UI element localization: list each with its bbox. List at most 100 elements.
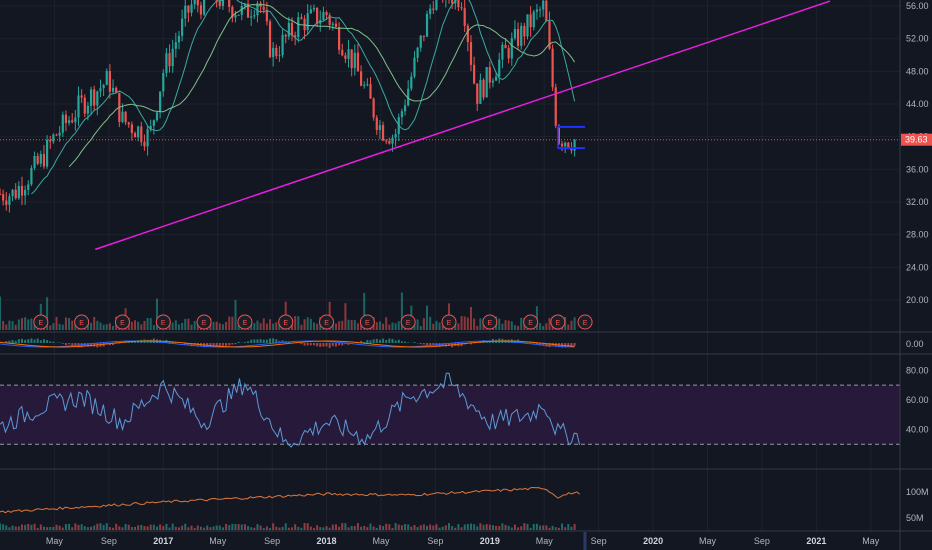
candle-body[interactable]	[359, 71, 363, 86]
candle-body[interactable]	[306, 13, 309, 31]
candle-body[interactable]	[64, 114, 68, 123]
candle-body[interactable]	[143, 141, 146, 147]
candle-body[interactable]	[560, 143, 564, 147]
earnings-marker[interactable]: E	[441, 314, 457, 330]
candle-body[interactable]	[215, 0, 218, 2]
candle-body[interactable]	[20, 185, 24, 196]
candle-body[interactable]	[353, 52, 356, 69]
candle-body[interactable]	[526, 14, 529, 37]
candle-body[interactable]	[341, 49, 344, 56]
candle-body[interactable]	[554, 87, 557, 126]
candle-body[interactable]	[334, 23, 338, 27]
candle-body[interactable]	[294, 35, 297, 38]
candle-body[interactable]	[177, 35, 181, 43]
candle-body[interactable]	[573, 139, 576, 151]
candle-body[interactable]	[469, 42, 473, 65]
candle-body[interactable]	[55, 134, 58, 136]
candle-body[interactable]	[58, 132, 61, 136]
candle-body[interactable]	[388, 140, 391, 144]
candle-body[interactable]	[325, 12, 328, 16]
candle-body[interactable]	[516, 28, 520, 46]
earnings-marker[interactable]: E	[74, 314, 90, 330]
candle-body[interactable]	[479, 79, 482, 104]
candle-body[interactable]	[102, 85, 105, 89]
earnings-marker[interactable]: E	[278, 314, 294, 330]
earnings-marker[interactable]: E	[400, 314, 416, 330]
candle-body[interactable]	[33, 156, 36, 168]
candle-body[interactable]	[363, 84, 366, 86]
candle-body[interactable]	[99, 88, 102, 92]
candle-body[interactable]	[83, 97, 86, 114]
candle-body[interactable]	[262, 6, 265, 10]
candle-body[interactable]	[86, 105, 90, 114]
candle-body[interactable]	[24, 189, 27, 196]
candle-body[interactable]	[403, 105, 407, 112]
candle-body[interactable]	[240, 5, 243, 15]
candle-body[interactable]	[460, 7, 463, 9]
candle-body[interactable]	[190, 4, 193, 13]
candle-body[interactable]	[520, 25, 523, 46]
candle-body[interactable]	[523, 25, 526, 37]
candle-body[interactable]	[545, 0, 548, 22]
candle-body[interactable]	[77, 95, 80, 118]
candle-body[interactable]	[391, 137, 394, 144]
candle-body[interactable]	[256, 3, 259, 16]
candle-body[interactable]	[184, 5, 187, 19]
candle-body[interactable]	[61, 114, 64, 133]
candle-body[interactable]	[548, 21, 551, 49]
candle-body[interactable]	[350, 49, 353, 69]
candle-body[interactable]	[193, 0, 196, 5]
candle-body[interactable]	[272, 47, 275, 58]
candle-body[interactable]	[253, 15, 256, 17]
candle-body[interactable]	[457, 0, 460, 8]
candle-body[interactable]	[463, 8, 466, 26]
earnings-marker[interactable]: E	[577, 314, 593, 330]
candle-body[interactable]	[529, 14, 532, 28]
candle-body[interactable]	[281, 34, 284, 56]
candle-body[interactable]	[322, 12, 325, 21]
candle-body[interactable]	[27, 184, 30, 190]
earnings-marker[interactable]: E	[359, 314, 375, 330]
candle-body[interactable]	[312, 7, 316, 10]
earnings-marker[interactable]: E	[550, 314, 566, 330]
candle-body[interactable]	[419, 35, 422, 48]
candle-body[interactable]	[45, 139, 49, 167]
candle-body[interactable]	[237, 14, 240, 16]
candle-body[interactable]	[108, 71, 111, 92]
candle-body[interactable]	[111, 87, 115, 92]
earnings-marker[interactable]: E	[523, 314, 539, 330]
drawing-overlays[interactable]	[0, 0, 900, 251]
candle-body[interactable]	[551, 48, 554, 88]
candle-body[interactable]	[564, 142, 567, 147]
candle-body[interactable]	[400, 111, 404, 118]
candle-body[interactable]	[513, 28, 517, 39]
candle-body[interactable]	[221, 0, 225, 7]
candle-body[interactable]	[168, 53, 171, 67]
candle-body[interactable]	[71, 120, 74, 123]
candle-body[interactable]	[378, 125, 382, 131]
candle-body[interactable]	[413, 57, 416, 77]
candle-body[interactable]	[297, 17, 300, 38]
candle-body[interactable]	[482, 79, 485, 98]
candle-body[interactable]	[115, 87, 118, 93]
candle-body[interactable]	[466, 25, 469, 43]
candle-body[interactable]	[30, 167, 33, 185]
candle-body[interactable]	[432, 8, 435, 10]
candle-body[interactable]	[155, 112, 159, 121]
candle-body[interactable]	[309, 9, 312, 14]
candle-body[interactable]	[0, 193, 2, 195]
candle-body[interactable]	[11, 189, 14, 197]
candle-body[interactable]	[278, 55, 281, 57]
candle-body[interactable]	[127, 122, 130, 125]
candle-body[interactable]	[557, 125, 560, 144]
candle-body[interactable]	[228, 0, 231, 7]
candle-body[interactable]	[372, 98, 375, 118]
candle-body[interactable]	[146, 129, 149, 147]
candle-body[interactable]	[331, 23, 334, 25]
candle-body[interactable]	[39, 154, 42, 164]
candle-body[interactable]	[287, 22, 290, 37]
candle-body[interactable]	[159, 91, 162, 113]
candle-body[interactable]	[275, 47, 278, 56]
candle-body[interactable]	[199, 5, 203, 15]
candle-body[interactable]	[344, 55, 347, 59]
